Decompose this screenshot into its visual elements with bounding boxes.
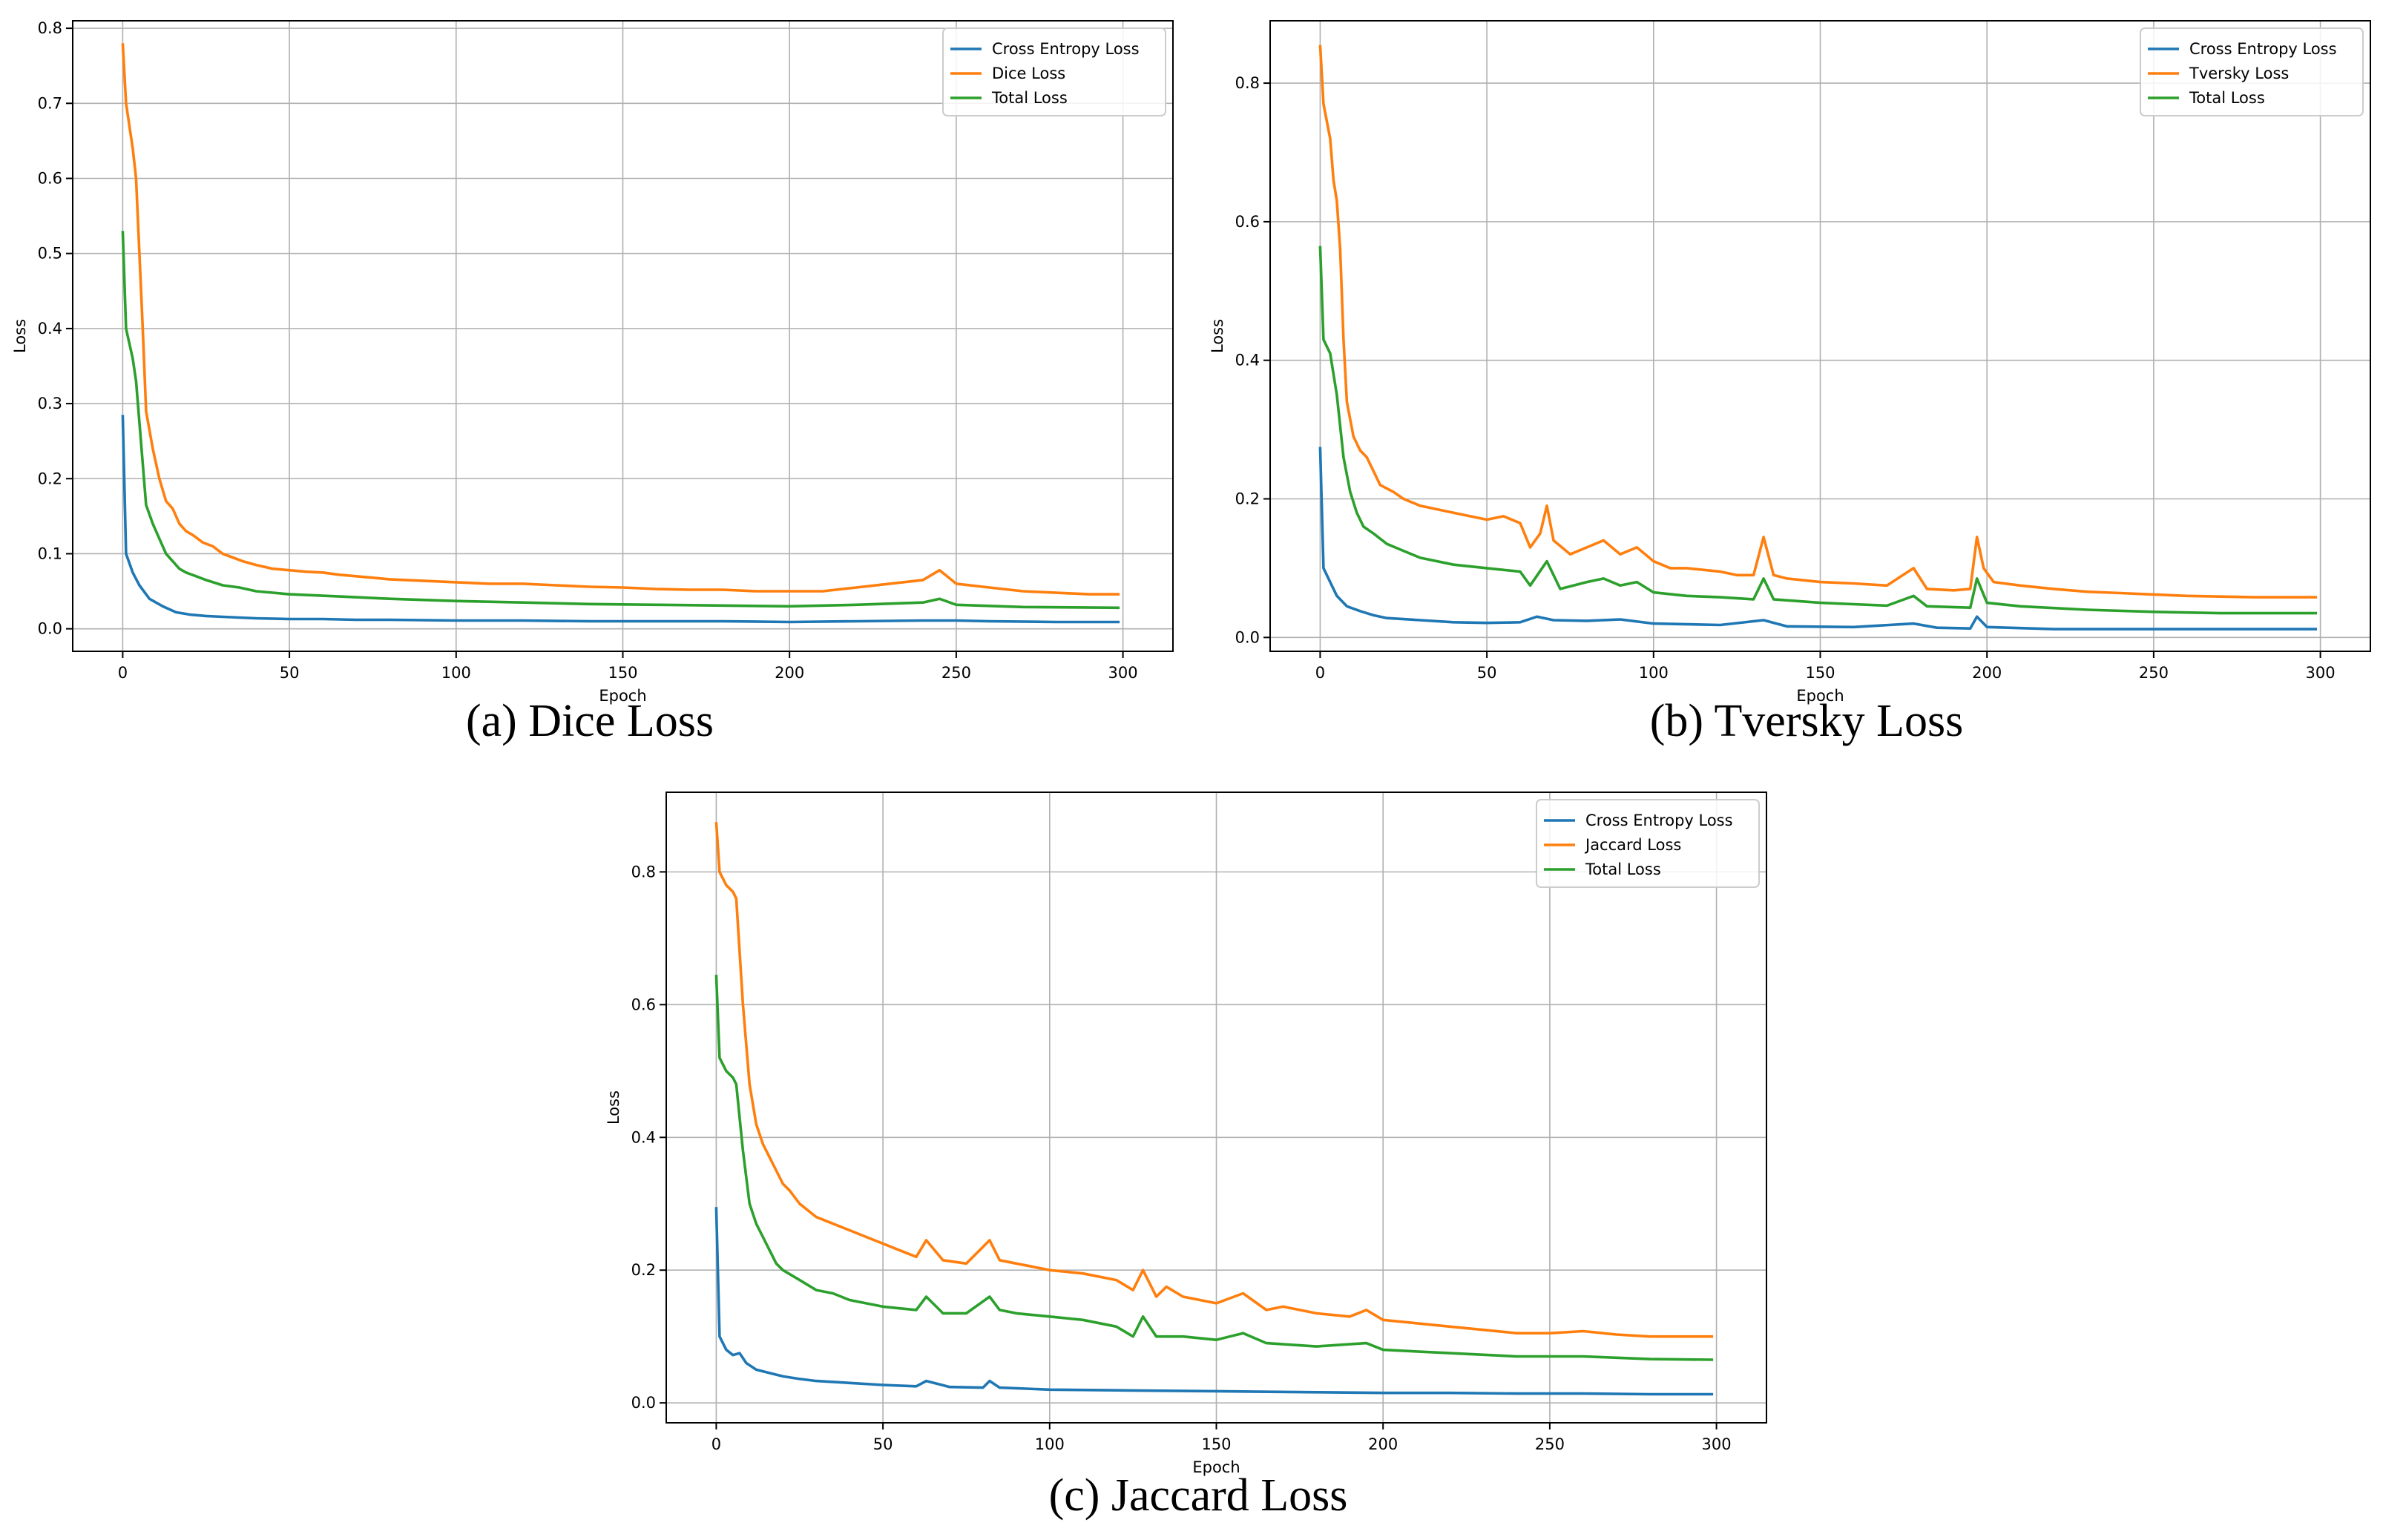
chart-caption: (a) Dice Loss [466, 696, 714, 746]
legend-label: Total Loss [991, 89, 1068, 107]
legend: Cross Entropy Loss Jaccard Loss Total Loss [1536, 799, 1760, 888]
series-line-total-loss [121, 231, 1120, 610]
legend-label: Jaccard Loss [1584, 836, 1681, 854]
x-tick-label: 200 [1368, 1435, 1398, 1453]
y-tick-label: 0.6 [631, 996, 656, 1013]
legend: Cross Entropy Loss Tversky Loss Total Loss [2140, 27, 2364, 116]
y-tick-label: 0.2 [1235, 490, 1260, 508]
series-line-cross-entropy-loss [121, 415, 1120, 624]
x-tick-label: 250 [1535, 1435, 1565, 1453]
x-tick-label: 250 [941, 664, 971, 682]
legend-box [2140, 27, 2364, 116]
series-line-cross-entropy-loss [1318, 447, 2318, 631]
y-tick-label: 0.4 [38, 320, 62, 338]
x-tick-label: 0 [1315, 664, 1325, 682]
x-tick-label: 50 [280, 664, 300, 682]
series-line-jaccard-loss [714, 822, 1714, 1338]
x-tick-label: 100 [441, 664, 471, 682]
x-tick-label: 50 [873, 1435, 893, 1453]
series-line-total-loss [714, 975, 1714, 1361]
x-tick-label: 200 [775, 664, 804, 682]
legend-label: Cross Entropy Loss [1585, 812, 1733, 829]
x-tick-label: 50 [1477, 664, 1497, 682]
x-tick-label: 300 [1108, 664, 1138, 682]
y-tick-label: 0.8 [1235, 74, 1260, 92]
y-tick-label: 0.8 [38, 19, 62, 37]
y-axis-label: Loss [605, 1090, 622, 1125]
y-tick-label: 0.8 [631, 863, 656, 881]
x-tick-label: 0 [711, 1435, 721, 1453]
x-tick-label: 150 [1805, 664, 1835, 682]
y-tick-label: 0.4 [1235, 352, 1260, 369]
x-axis-label: Epoch [1192, 1458, 1240, 1476]
x-tick-label: 150 [608, 664, 637, 682]
legend-label: Total Loss [2189, 89, 2265, 107]
series-line-tversky-loss [1318, 45, 2318, 599]
y-tick-label: 0.7 [38, 94, 62, 112]
y-tick-label: 0.0 [38, 620, 62, 638]
x-tick-label: 100 [1035, 1435, 1065, 1453]
y-tick-label: 0.0 [1235, 628, 1260, 646]
series-line-dice-loss [121, 43, 1120, 596]
x-axis-label: Epoch [1796, 687, 1844, 705]
y-axis-label: Loss [11, 319, 29, 353]
y-tick-label: 0.4 [631, 1128, 656, 1146]
y-tick-label: 0.2 [38, 470, 62, 487]
y-tick-label: 0.1 [38, 544, 62, 562]
series-line-total-loss [1318, 246, 2318, 615]
x-tick-label: 0 [118, 664, 128, 682]
legend-box [1536, 799, 1760, 888]
x-tick-label: 300 [1702, 1435, 1732, 1453]
chart-panel-a: 0 50 100 150 200 250 300 0.0 0.1 0.2 0.3 0.4 0.5 0.6 0… [11, 19, 1174, 746]
y-tick-label: 0.5 [38, 245, 62, 263]
x-tick-label: 300 [2306, 664, 2336, 682]
legend-label: Dice Loss [992, 65, 1065, 82]
x-tick-label: 200 [1972, 664, 2002, 682]
y-tick-label: 0.3 [38, 395, 62, 412]
chart-caption: (c) Jaccard Loss [1049, 1470, 1348, 1521]
y-tick-label: 0.2 [631, 1261, 656, 1279]
x-axis-label: Epoch [599, 687, 646, 705]
y-axis-label: Loss [1209, 319, 1226, 353]
chart-panel-b: 0 50 100 150 200 250 300 0.0 0.2 0.4 0.6 0.8 Epoch Lo… [1209, 20, 2371, 746]
chart-panel-c: 0 50 100 150 200 250 300 0.0 0.2 0.4 0.6 0.8 Epoch Lo… [605, 792, 1767, 1521]
x-tick-label: 100 [1639, 664, 1669, 682]
y-tick-label: 0.6 [1235, 213, 1260, 231]
legend-box [942, 27, 1166, 116]
x-tick-label: 250 [2139, 664, 2169, 682]
legend-label: Tversky Loss [2189, 65, 2289, 82]
series-line-cross-entropy-loss [714, 1207, 1714, 1396]
x-tick-label: 150 [1201, 1435, 1231, 1453]
chart-caption: (b) Tversky Loss [1650, 696, 1963, 746]
y-tick-label: 0.0 [631, 1394, 656, 1412]
legend: Cross Entropy Loss Dice Loss Total Loss [942, 27, 1166, 116]
legend-label: Cross Entropy Loss [2189, 40, 2337, 58]
legend-label: Total Loss [1585, 861, 1661, 878]
legend-label: Cross Entropy Loss [992, 40, 1140, 58]
y-tick-label: 0.6 [38, 170, 62, 188]
